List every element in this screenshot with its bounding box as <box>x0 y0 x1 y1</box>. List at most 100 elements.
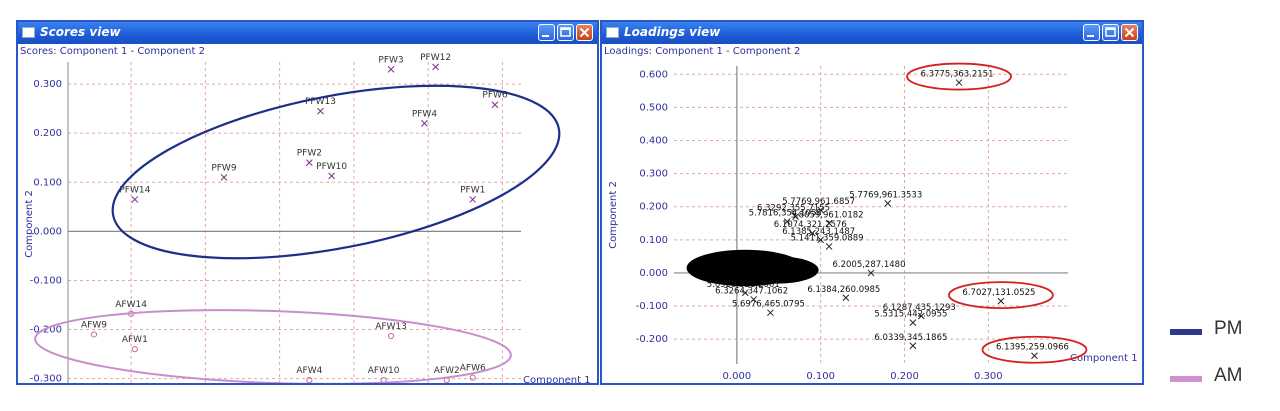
score-point-label: AFW6 <box>460 364 486 374</box>
score-point-label: PFW9 <box>211 163 237 173</box>
y-tick-label: 0.200 <box>639 202 668 213</box>
legend-item-am: AM <box>1170 365 1270 393</box>
loading-point <box>909 319 917 326</box>
legend-label-pm: PM <box>1214 318 1243 339</box>
y-tick-label: 0.200 <box>33 128 62 139</box>
y-tick-label: 0.000 <box>639 268 668 279</box>
score-point <box>220 174 228 181</box>
scores-titlebar[interactable]: Scores view <box>18 22 597 44</box>
score-point-label: AFW13 <box>375 322 407 332</box>
scores-window-title: Scores view <box>40 25 121 39</box>
score-point <box>387 66 395 73</box>
x-tick-label: 0.000 <box>723 371 752 382</box>
y-tick-label: 0.000 <box>33 226 62 237</box>
loading-point <box>817 206 825 214</box>
y-tick-label: -0.100 <box>30 275 62 286</box>
legend-label-am: AM <box>1214 365 1243 386</box>
loadings-plot[interactable]: 0.000 0.100 0.200 0.300 0.600 0.500 0.400 0.300… <box>602 44 1142 383</box>
loading-point <box>909 342 917 350</box>
loading-point <box>808 229 816 237</box>
loading-point <box>917 312 925 320</box>
x-axis-label: Component 1 <box>1070 353 1138 364</box>
loading-point <box>767 309 774 317</box>
y-tick-label: 0.300 <box>33 79 62 90</box>
score-point <box>305 159 313 166</box>
score-point-glyph <box>305 159 313 166</box>
loadings-plot-caption: Loadings: Component 1 - Component 2 <box>604 46 801 57</box>
maximize-button[interactable] <box>1102 24 1119 41</box>
loading-point-glyph <box>867 269 875 277</box>
loading-point <box>842 294 850 302</box>
loading-point-glyph <box>825 243 833 250</box>
loading-point-label: 6.1395,259.0966 <box>996 343 1069 353</box>
loadings-window: Loadings view Loadings: Component 1 - Co… <box>600 20 1144 385</box>
loading-point <box>997 297 1005 305</box>
score-point-glyph <box>131 196 139 203</box>
score-point-glyph <box>220 174 228 181</box>
loading-point <box>867 269 875 277</box>
minimize-button[interactable] <box>538 24 555 41</box>
loading-point-glyph <box>750 296 757 303</box>
score-point-label: PFW1 <box>460 185 485 195</box>
y-tick-label: 0.500 <box>639 102 668 113</box>
score-point-glyph <box>491 101 499 109</box>
score-point-label: PFW10 <box>316 162 347 172</box>
y-tick-label: 0.400 <box>639 136 668 147</box>
loading-point-label: 5.7816,354.1058 <box>749 209 822 219</box>
score-point-glyph <box>387 66 395 73</box>
loading-point-label: 5.0928,521.2061 <box>707 280 780 290</box>
loadings-titlebar[interactable]: Loadings view <box>602 22 1142 44</box>
loading-point-label: 6.3264,347.1062 <box>715 286 788 296</box>
close-button[interactable] <box>576 24 593 41</box>
scores-plot[interactable]: 0.1800.2000.2200.2400.2600.2800.3000.200… <box>18 44 597 383</box>
score-point-label: AFW10 <box>368 366 400 376</box>
loading-point-label: 6.1287,435.1293 <box>883 303 956 313</box>
loading-point <box>1031 352 1038 360</box>
loading-point <box>825 219 833 227</box>
y-tick-label: 0.300 <box>639 169 668 180</box>
loading-point-label: 6.1074,321.2576 <box>774 220 847 230</box>
maximize-icon <box>560 27 571 37</box>
legend-item-pm: PM <box>1170 318 1270 346</box>
minimize-button[interactable] <box>1083 24 1100 41</box>
y-tick-label: -0.200 <box>30 325 62 336</box>
close-button[interactable] <box>1121 24 1138 41</box>
score-point-label: AFW14 <box>115 300 147 310</box>
score-point <box>491 101 499 109</box>
score-point <box>317 107 324 115</box>
loading-point-label: 5.5315,442.0955 <box>874 310 947 320</box>
dense-point-cluster <box>736 256 819 284</box>
score-point-label: AFW4 <box>296 366 322 376</box>
close-icon <box>1124 27 1135 38</box>
loading-point-glyph <box>783 218 791 225</box>
loading-point-label: 6.2005,287.1480 <box>832 260 905 270</box>
loading-point-glyph <box>817 236 825 244</box>
x-axis-label: Component 1 <box>523 375 591 383</box>
maximize-button[interactable] <box>557 24 574 41</box>
legend-swatch-pm <box>1170 329 1202 335</box>
y-tick-label: -0.200 <box>636 334 668 345</box>
loading-point-label: 6.3775,363.2151 <box>921 70 994 80</box>
score-point-label: PFW6 <box>482 91 508 101</box>
legend-swatch-am <box>1170 376 1202 382</box>
loading-point-glyph <box>997 297 1005 305</box>
pm-group-ellipse <box>111 84 561 260</box>
loading-point-glyph <box>884 200 892 207</box>
scores-window: Scores view Scores: Component 1 - Compon… <box>16 20 599 385</box>
score-point-label: PFW2 <box>297 149 322 159</box>
score-point-label: PFW12 <box>420 53 451 63</box>
loading-point-label: 6.7027,131.0525 <box>962 288 1035 298</box>
score-point <box>421 120 428 127</box>
maximize-icon <box>1105 27 1116 37</box>
minimize-icon <box>1087 35 1094 37</box>
loading-point <box>817 236 825 244</box>
x-tick-label: 0.100 <box>806 371 835 382</box>
score-point-label: PFW13 <box>305 97 336 107</box>
outlier-highlight-ellipse <box>906 62 1012 91</box>
loading-point <box>825 243 833 250</box>
score-point-glyph <box>328 172 335 180</box>
loading-point-glyph <box>1031 352 1038 360</box>
loading-point-glyph <box>825 219 833 227</box>
loading-point-label: 5.6976,465.0795 <box>732 300 805 310</box>
loading-point-glyph <box>741 289 749 297</box>
